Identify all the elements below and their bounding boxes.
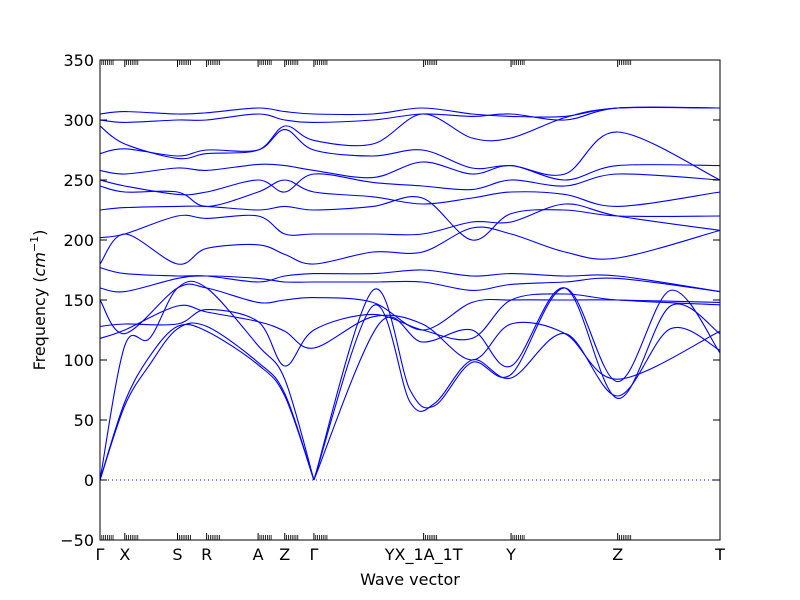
phonon-branch-20 <box>99 106 721 123</box>
phonon-branch-1 <box>99 322 315 481</box>
phonon-branch-11 <box>99 267 721 293</box>
x-tick-label: S <box>172 545 182 564</box>
x-tick-label: Γ <box>309 545 318 564</box>
y-tick-label: −50 <box>60 531 94 550</box>
phonon-branch-9 <box>99 283 721 335</box>
x-axis-label: Wave vector <box>360 570 460 589</box>
y-axis-ticks: −50 0 50 100 150 200 250 300 350 <box>60 51 720 550</box>
x-tick-label: Y <box>505 545 516 564</box>
phonon-branch-19 <box>99 106 721 160</box>
y-tick-label: 0 <box>84 471 94 490</box>
y-tick-label: 100 <box>63 351 94 370</box>
dispersion-curves <box>99 106 721 481</box>
x-tick-label: A <box>253 545 264 564</box>
x-tick-label: Z <box>612 545 623 564</box>
x-tick-label: X <box>119 545 130 564</box>
y-tick-label: 300 <box>63 111 94 130</box>
phonon-branch-5 <box>313 304 721 481</box>
phonon-branch-12 <box>99 226 721 265</box>
y-tick-label: 50 <box>74 411 94 430</box>
x-tick-label: R <box>201 545 212 564</box>
phonon-branch-7 <box>99 304 721 380</box>
phonon-branch-18 <box>99 129 721 181</box>
phonon-branch-3 <box>99 280 315 481</box>
phonon-branch-10 <box>99 275 721 293</box>
x-axis-minor-ticks <box>101 60 632 540</box>
phonon-branch-8 <box>99 293 721 367</box>
phonon-branch-17 <box>99 161 721 181</box>
phonon-branch-13 <box>99 203 721 239</box>
phonon-branch-2 <box>99 323 315 481</box>
y-tick-label: 150 <box>63 291 94 310</box>
phonon-branch-6 <box>313 287 721 481</box>
phonon-branch-15 <box>99 179 721 207</box>
x-tick-label: YX_1A_1T <box>384 545 463 565</box>
phonon-branch-14 <box>99 196 721 241</box>
y-axis-label: Frequency (cm−1) <box>28 230 49 371</box>
y-tick-label: 350 <box>63 51 94 70</box>
x-axis-ticks: Γ X S R A Z Γ YX_1A_1T Y Z T <box>96 60 725 565</box>
x-tick-label: Γ <box>96 545 105 564</box>
y-tick-label: 200 <box>63 231 94 250</box>
x-tick-label: Z <box>279 545 290 564</box>
x-tick-label: T <box>714 545 725 564</box>
phonon-branch-4 <box>313 287 721 481</box>
phonon-branch-21 <box>99 106 721 118</box>
phonon-branch-16 <box>99 173 721 196</box>
y-tick-label: 250 <box>63 171 94 190</box>
